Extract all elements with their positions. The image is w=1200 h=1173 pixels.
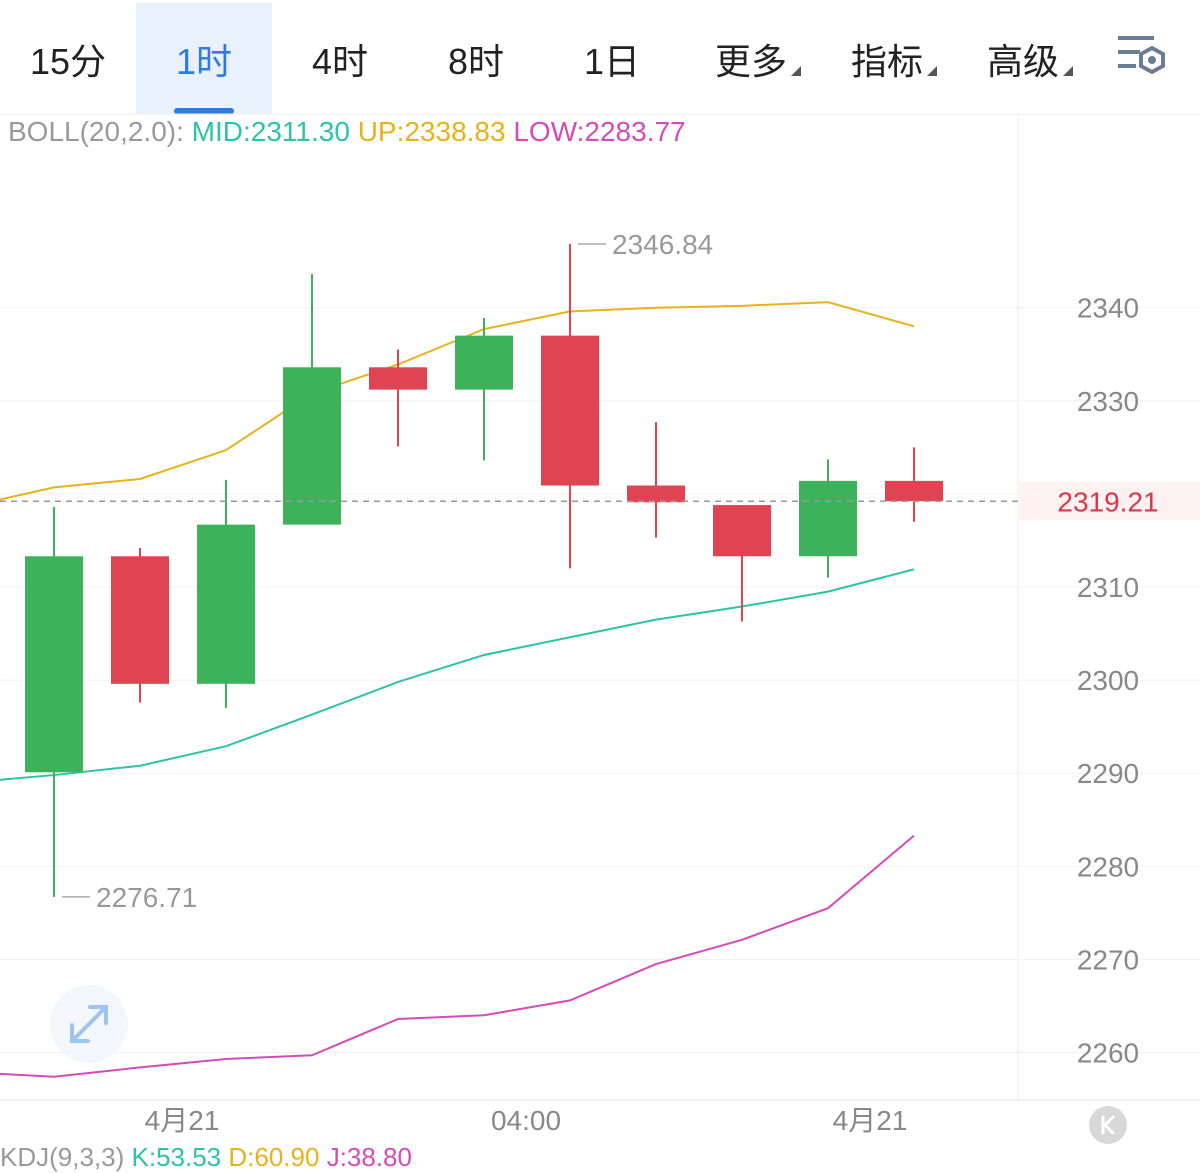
kdj-legend: KDJ(9,3,3) K:53.53 D:60.90 J:38.80 bbox=[0, 1142, 412, 1173]
y-tick-label: 2310 bbox=[1077, 572, 1139, 603]
tab-more[interactable]: 更多 bbox=[690, 3, 826, 114]
tab-8hour[interactable]: 8时 bbox=[408, 3, 544, 114]
x-tick-label: 4月21 bbox=[145, 1105, 220, 1136]
k-logo-icon bbox=[1101, 1115, 1115, 1135]
tab-4hour[interactable]: 4时 bbox=[272, 3, 408, 114]
y-tick-label: 2280 bbox=[1077, 851, 1139, 882]
min-price-label: 2276.71 bbox=[96, 882, 197, 913]
candle-body bbox=[799, 480, 857, 557]
candle bbox=[369, 349, 427, 447]
candle-body bbox=[111, 556, 169, 684]
settings-gear-icon[interactable] bbox=[1110, 30, 1170, 86]
candle bbox=[283, 274, 341, 525]
candles bbox=[25, 244, 943, 897]
y-tick-label: 2260 bbox=[1077, 1038, 1139, 1069]
candle-body bbox=[541, 335, 599, 486]
k-logo-button[interactable] bbox=[1089, 1106, 1127, 1144]
kdj-j-value: J:38.80 bbox=[326, 1142, 412, 1172]
candle bbox=[799, 459, 857, 578]
expand-arrows-icon bbox=[70, 1005, 108, 1043]
tab-1day[interactable]: 1日 bbox=[544, 3, 680, 114]
candle bbox=[197, 479, 255, 709]
candle-body bbox=[885, 480, 943, 502]
boll-mid-line bbox=[0, 568, 915, 781]
kdj-label: KDJ(9,3,3) bbox=[0, 1142, 125, 1172]
tab-label: 更多 bbox=[714, 40, 787, 82]
candle bbox=[627, 422, 685, 538]
y-tick-label: 2270 bbox=[1077, 944, 1139, 975]
tab-label: 4时 bbox=[311, 40, 369, 82]
candle bbox=[25, 506, 83, 897]
kdj-k-value: K:53.53 bbox=[131, 1142, 222, 1172]
tab-label: 指标 bbox=[850, 40, 923, 82]
tab-label: 高级 bbox=[986, 40, 1059, 82]
tab-label: 15分 bbox=[29, 40, 107, 82]
boll-label: BOLL(20,2.0): bbox=[8, 116, 184, 147]
tab-15min[interactable]: 15分 bbox=[0, 3, 136, 114]
dropdown-caret-icon bbox=[791, 65, 801, 76]
candle-body bbox=[197, 524, 255, 684]
y-tick-label: 2340 bbox=[1077, 293, 1139, 324]
boll-mid-value: MID:2311.30 bbox=[191, 116, 350, 147]
active-tab-indicator bbox=[174, 108, 234, 114]
chart-labels: 2340 2330 2310 2300 2290 2280 2270 2260 4月21 04:0… bbox=[0, 229, 1200, 1136]
tab-1hour[interactable]: 1时 bbox=[136, 3, 272, 114]
tab-label: 8时 bbox=[447, 40, 505, 82]
bollinger-bands bbox=[0, 301, 915, 1078]
candle-body bbox=[455, 335, 513, 390]
boll-up-line bbox=[0, 301, 915, 501]
expand-button[interactable] bbox=[50, 985, 128, 1063]
candle bbox=[541, 244, 599, 569]
current-price-tag bbox=[1018, 482, 1200, 521]
current-price-label: 2319.21 bbox=[1057, 486, 1158, 517]
boll-up-value: UP:2338.83 bbox=[357, 116, 506, 147]
tab-advanced[interactable]: 高级 bbox=[962, 3, 1098, 114]
kdj-d-value: D:60.90 bbox=[228, 1142, 320, 1172]
candle-body bbox=[713, 505, 771, 557]
x-tick-label: 04:00 bbox=[491, 1105, 561, 1136]
tab-indicators[interactable]: 指标 bbox=[826, 3, 962, 114]
timeframe-tabs: 15分 1时 4时 8时 1日 更多 指标 高级 bbox=[0, 0, 1200, 114]
candle bbox=[111, 547, 169, 703]
max-price-label: 2346.84 bbox=[612, 229, 713, 260]
candle-body bbox=[283, 367, 341, 525]
boll-legend: BOLL(20,2.0): MID:2311.30 UP:2338.83 LOW… bbox=[8, 116, 686, 148]
grid-lines bbox=[0, 113, 1200, 1101]
candle-body bbox=[369, 367, 427, 390]
candle bbox=[713, 505, 771, 622]
dropdown-caret-icon bbox=[1063, 65, 1073, 76]
y-tick-label: 2330 bbox=[1077, 386, 1139, 417]
candle bbox=[455, 317, 513, 461]
candle-body bbox=[627, 485, 685, 503]
boll-low-value: LOW:2283.77 bbox=[513, 116, 686, 147]
tab-label: 1日 bbox=[583, 40, 641, 82]
y-tick-label: 2300 bbox=[1077, 665, 1139, 696]
candle-body bbox=[25, 556, 83, 773]
candle bbox=[885, 447, 943, 522]
dropdown-caret-icon bbox=[927, 65, 937, 76]
tab-label: 1时 bbox=[175, 40, 233, 82]
y-tick-label: 2290 bbox=[1077, 758, 1139, 789]
x-tick-label: 4月21 bbox=[833, 1105, 908, 1136]
boll-low-line bbox=[0, 834, 915, 1078]
